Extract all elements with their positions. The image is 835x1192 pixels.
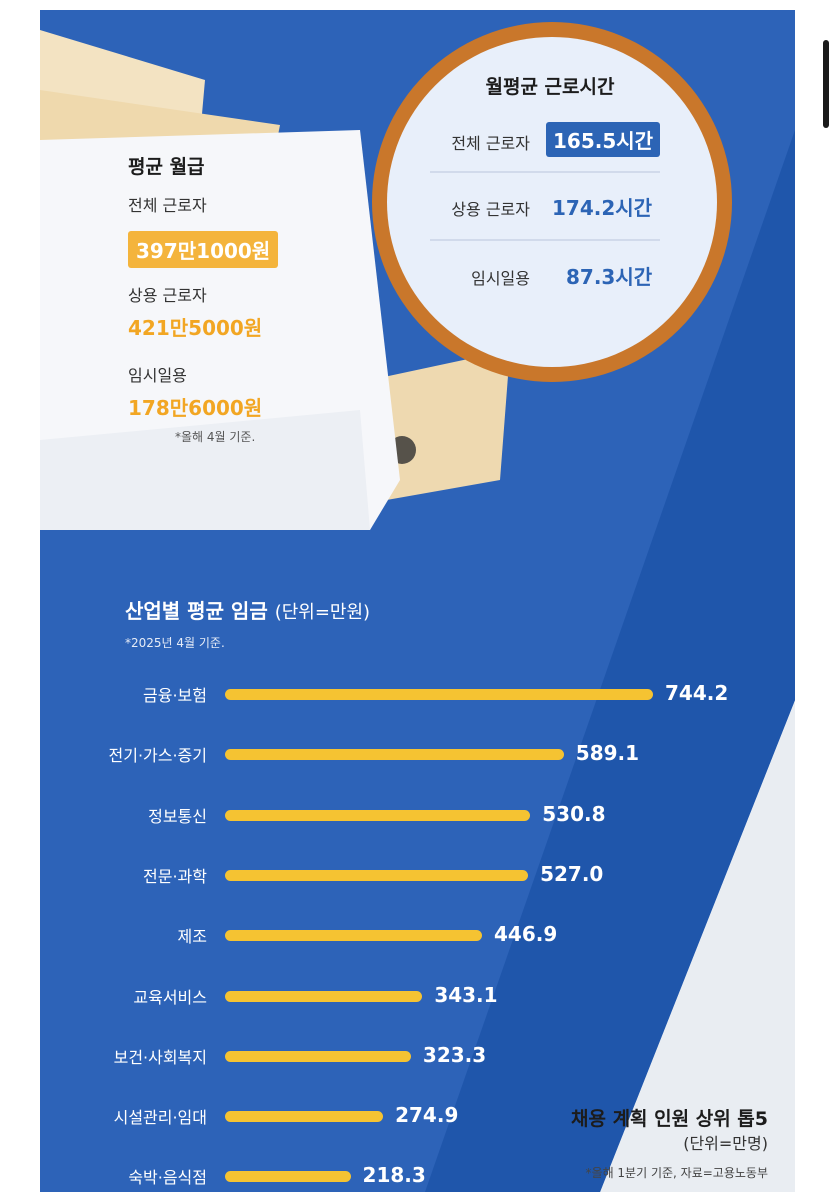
wage-title: 평균 월급	[128, 156, 205, 178]
stopwatch-face-icon	[387, 37, 717, 367]
hiring-note: *올해 1분기 기준, 자료=고용노동부	[585, 1166, 768, 1180]
bar	[225, 1171, 351, 1183]
scrollbar[interactable]	[823, 40, 829, 128]
bar-category-label: 제조	[177, 927, 207, 947]
hiring-title: 채용 계획 인원 상위 톱5	[571, 1108, 768, 1130]
bar-category-label: 교육서비스	[133, 987, 207, 1007]
hours-title: 월평균 근로시간	[485, 76, 615, 98]
hiring-unit: (단위=만명)	[683, 1134, 768, 1153]
bar-value-label: 527.0	[540, 861, 604, 886]
bar	[225, 930, 483, 942]
chart-title: 산업별 평균 임금 (단위=만원)	[125, 595, 370, 624]
bar-category-label: 시설관리·임대	[113, 1108, 207, 1128]
wage-note: *올해 4월 기준.	[175, 430, 256, 444]
wage-value-all: 397만1000원	[128, 231, 279, 268]
bar	[225, 1050, 411, 1062]
hours-value-all: 165.5시간	[546, 122, 661, 157]
bar	[225, 809, 531, 821]
background-art	[40, 22, 795, 1192]
hours-value-regular: 174.2시간	[552, 196, 653, 220]
wage-label-regular: 상용 근로자	[128, 286, 207, 305]
bar-value-label: 446.9	[494, 922, 558, 947]
bar-value-label: 589.1	[575, 741, 640, 766]
hours-label-regular: 상용 근로자	[451, 200, 530, 219]
bar-category-label: 전기·가스·증기	[108, 746, 208, 766]
bar-category-label: 금융·보험	[143, 686, 207, 705]
bar-value-label: 323.3	[422, 1042, 487, 1067]
hours-label-all: 전체 근로자	[451, 134, 530, 153]
bar-value-label: 343.1	[434, 982, 498, 1007]
wage-label-temporary: 임시일용	[128, 366, 187, 385]
diagonal-band	[425, 130, 795, 1192]
envelope-flap	[40, 410, 370, 530]
bar-category-label: 숙박·음식점	[128, 1168, 207, 1188]
bar-value-label: 744.2	[665, 681, 729, 705]
bar	[225, 990, 423, 1002]
wage-value-regular: 421만5000원	[128, 316, 263, 340]
bar	[225, 689, 653, 700]
wage-label-all: 전체 근로자	[128, 196, 207, 215]
bar	[225, 869, 529, 881]
hours-value-temporary: 87.3시간	[566, 265, 653, 289]
wage-value-temporary: 178만6000원	[128, 396, 263, 420]
bar	[225, 1111, 384, 1123]
chart-title-text: 산업별 평균 임금	[125, 599, 268, 623]
hours-label-temporary: 임시일용	[471, 269, 530, 288]
chart-unit: (단위=만원)	[274, 602, 371, 623]
bar-category-label: 보건·사회복지	[113, 1047, 207, 1067]
bar-value-label: 218.3	[362, 1163, 426, 1188]
chart-note: *2025년 4월 기준.	[125, 636, 225, 650]
bar-value-label: 274.9	[395, 1103, 459, 1128]
bar-category-label: 전문·과학	[143, 866, 207, 886]
bar-value-label: 530.8	[542, 801, 606, 826]
bar-category-label: 정보통신	[148, 806, 207, 826]
bar	[225, 749, 564, 761]
